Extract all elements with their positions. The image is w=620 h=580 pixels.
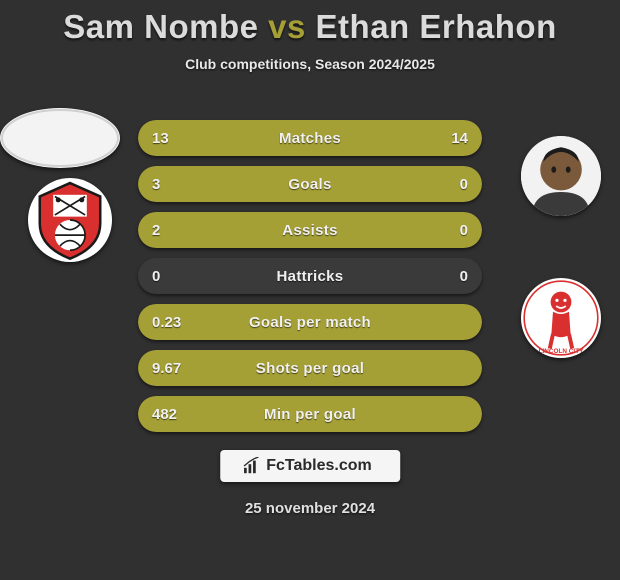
subtitle: Club competitions, Season 2024/2025 [0, 56, 620, 72]
stat-label: Assists [138, 212, 482, 248]
player2-club-badge: LINCOLN CITY [521, 278, 601, 358]
brand-text: FcTables.com [266, 457, 372, 475]
stat-row: 1314Matches [138, 120, 482, 156]
stats-bars: 1314Matches 30Goals 20Assists 00Hattricks 0.… [138, 120, 482, 442]
stat-label: Shots per goal [138, 350, 482, 386]
vs-label: vs [268, 8, 306, 45]
stat-row: 20Assists [138, 212, 482, 248]
brand-badge: FcTables.com [220, 450, 400, 482]
player1-avatar [0, 108, 120, 168]
stat-label: Hattricks [138, 258, 482, 294]
stat-label: Goals per match [138, 304, 482, 340]
stat-label: Goals [138, 166, 482, 202]
player2-name: Ethan Erhahon [316, 8, 557, 45]
stat-row: 00Hattricks [138, 258, 482, 294]
player1-club-badge [28, 178, 112, 262]
chart-icon [242, 457, 260, 475]
stat-label: Min per goal [138, 396, 482, 432]
player2-avatar [521, 136, 601, 216]
stat-row: 30Goals [138, 166, 482, 202]
stat-row: 9.67Shots per goal [138, 350, 482, 386]
date-line: 25 november 2024 [0, 500, 620, 517]
comparison-title: Sam Nombe vs Ethan Erhahon [0, 0, 620, 46]
stat-label: Matches [138, 120, 482, 156]
svg-text:LINCOLN CITY: LINCOLN CITY [539, 348, 584, 355]
stat-row: 482Min per goal [138, 396, 482, 432]
stat-row: 0.23Goals per match [138, 304, 482, 340]
player1-name: Sam Nombe [63, 8, 258, 45]
